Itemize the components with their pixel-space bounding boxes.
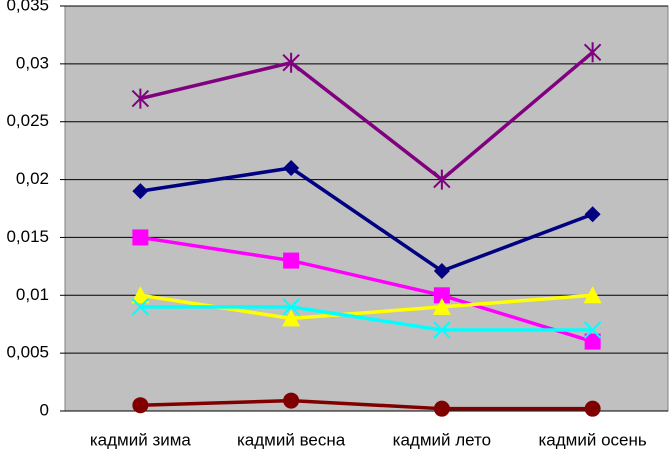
- marker-shape: [432, 297, 451, 315]
- marker-shape: [282, 298, 300, 316]
- marker-shape: [433, 321, 451, 339]
- marker-shape: [132, 397, 149, 414]
- x-tick-label: кадмий лето: [393, 430, 491, 449]
- series-line: [140, 305, 593, 332]
- marker: [132, 229, 149, 246]
- marker-shape: [433, 287, 450, 304]
- series-line: [140, 166, 594, 273]
- marker: [282, 52, 300, 73]
- marker-shape: [282, 52, 300, 73]
- marker-shape: [583, 42, 602, 63]
- marker-shape: [283, 252, 300, 269]
- marker: [433, 287, 450, 304]
- marker: [131, 298, 150, 316]
- marker: [584, 400, 601, 417]
- x-tick-label: кадмий осень: [539, 430, 647, 449]
- series-line: [140, 235, 594, 344]
- marker-shape: [584, 333, 601, 350]
- y-tick-label: 0,035: [6, 0, 49, 14]
- marker-shape: [583, 321, 602, 339]
- marker-shape: [433, 262, 450, 279]
- marker: [132, 183, 149, 200]
- marker-shape: [583, 286, 602, 304]
- marker: [283, 252, 300, 269]
- marker: [433, 169, 451, 190]
- y-tick-label: 0,02: [16, 169, 49, 188]
- marker-shape: [283, 392, 300, 409]
- marker: [432, 297, 451, 315]
- marker-shape: [131, 298, 150, 316]
- y-tick-label: 0: [40, 400, 49, 419]
- marker: [282, 309, 301, 327]
- marker: [433, 321, 451, 339]
- series-line: [140, 398, 593, 411]
- marker-shape: [433, 400, 450, 417]
- x-tick-label: кадмий весна: [237, 430, 346, 449]
- y-tick-label: 0,01: [16, 285, 49, 304]
- marker-shape: [282, 309, 301, 327]
- marker-shape: [132, 229, 149, 246]
- series-line: [139, 50, 594, 182]
- y-tick-label: 0,025: [6, 111, 49, 130]
- marker: [583, 321, 602, 339]
- marker-shape: [131, 286, 150, 304]
- marker: [132, 397, 149, 414]
- y-tick-label: 0,005: [6, 343, 49, 362]
- marker-shape: [283, 160, 300, 176]
- marker: [282, 298, 300, 316]
- y-tick-label: 0,015: [6, 227, 49, 246]
- marker-shape: [433, 169, 451, 190]
- marker: [433, 262, 450, 279]
- marker: [131, 286, 150, 304]
- marker: [283, 392, 300, 409]
- marker: [131, 88, 150, 109]
- marker-shape: [584, 400, 601, 417]
- x-tick-label: кадмий зима: [90, 430, 192, 449]
- marker: [433, 400, 450, 417]
- marker-shape: [131, 88, 150, 109]
- marker: [283, 160, 300, 176]
- marker-shape: [584, 206, 601, 223]
- marker: [583, 42, 602, 63]
- marker: [584, 333, 601, 350]
- marker-shape: [132, 183, 149, 200]
- marker: [583, 286, 602, 304]
- y-tick-label: 0,03: [16, 53, 49, 72]
- marker: [584, 206, 601, 223]
